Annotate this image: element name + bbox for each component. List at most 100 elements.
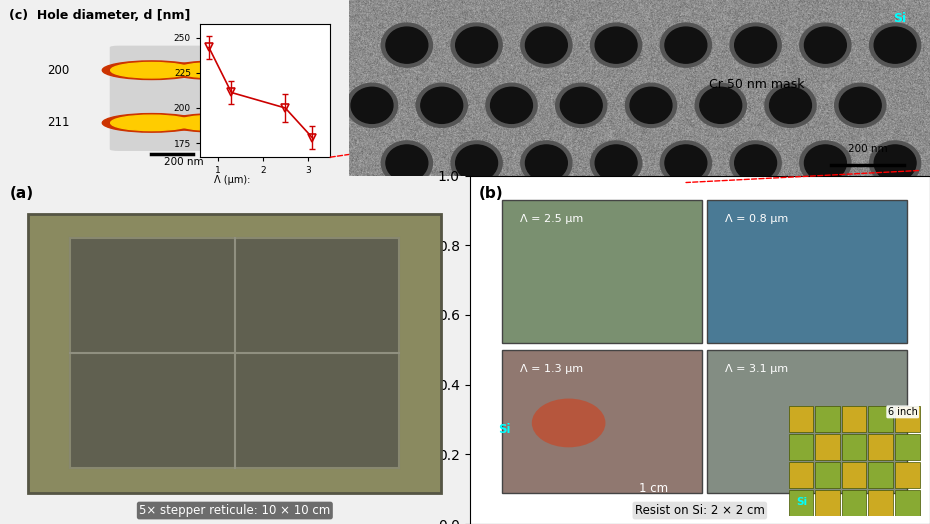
Circle shape (665, 27, 707, 63)
Circle shape (870, 141, 921, 185)
Circle shape (521, 141, 572, 185)
Circle shape (381, 141, 432, 185)
Circle shape (451, 23, 502, 67)
Circle shape (625, 83, 676, 127)
Bar (869, 434, 893, 460)
Text: Λ = 0.8 μm: Λ = 0.8 μm (725, 214, 789, 224)
Circle shape (560, 88, 602, 123)
Circle shape (764, 83, 816, 127)
Bar (895, 434, 920, 460)
Circle shape (595, 27, 637, 63)
Text: 211: 211 (47, 116, 70, 129)
Circle shape (351, 88, 393, 123)
Circle shape (839, 88, 882, 123)
Text: Si: Si (797, 497, 808, 507)
Circle shape (456, 27, 498, 63)
Circle shape (591, 141, 642, 185)
Circle shape (176, 62, 258, 78)
Bar (28, 214, 442, 493)
Text: (a): (a) (9, 186, 33, 201)
Circle shape (804, 27, 846, 63)
Circle shape (386, 145, 428, 181)
Text: Si: Si (894, 12, 907, 25)
Circle shape (417, 83, 467, 127)
Bar (816, 462, 840, 488)
Text: 243: 243 (284, 64, 306, 77)
Text: 200 nm: 200 nm (165, 157, 204, 167)
Circle shape (420, 88, 463, 123)
X-axis label: Λ (μm):: Λ (μm): (214, 174, 251, 184)
Text: (c)  Hole diameter, d [nm]: (c) Hole diameter, d [nm] (9, 9, 191, 22)
Circle shape (665, 145, 707, 181)
Bar (789, 490, 813, 516)
Circle shape (630, 88, 671, 123)
Text: 1 cm: 1 cm (639, 483, 669, 495)
Bar (71, 238, 399, 468)
Circle shape (456, 145, 498, 181)
Circle shape (386, 27, 428, 63)
Circle shape (485, 83, 537, 127)
Text: Resist on Si: 2 × 2 cm: Resist on Si: 2 × 2 cm (635, 504, 764, 517)
Circle shape (176, 115, 258, 130)
Circle shape (525, 145, 567, 181)
Bar (895, 406, 920, 432)
Circle shape (521, 23, 572, 67)
Circle shape (167, 114, 266, 132)
Text: Si: Si (498, 423, 511, 436)
Circle shape (111, 115, 193, 130)
Bar (869, 462, 893, 488)
Circle shape (660, 23, 711, 67)
FancyBboxPatch shape (110, 46, 272, 151)
Text: 179: 179 (284, 116, 306, 129)
Bar (842, 406, 867, 432)
Circle shape (769, 88, 811, 123)
Bar (502, 350, 702, 493)
Text: Λ = 1.3 μm: Λ = 1.3 μm (520, 364, 583, 374)
Circle shape (102, 114, 201, 132)
Bar (707, 200, 907, 343)
Text: 6 inch: 6 inch (888, 407, 918, 417)
Bar (816, 406, 840, 432)
Circle shape (525, 27, 567, 63)
Bar (707, 350, 907, 493)
Circle shape (555, 83, 606, 127)
Circle shape (874, 27, 916, 63)
Circle shape (451, 141, 502, 185)
Bar (842, 462, 867, 488)
Bar (816, 434, 840, 460)
Text: Cr 50 nm mask: Cr 50 nm mask (709, 78, 804, 91)
Circle shape (730, 23, 781, 67)
Circle shape (699, 88, 741, 123)
Circle shape (346, 83, 397, 127)
Text: (b): (b) (479, 186, 503, 201)
Circle shape (491, 88, 533, 123)
Bar (869, 406, 893, 432)
Circle shape (167, 61, 266, 80)
Circle shape (834, 83, 886, 127)
Bar (869, 490, 893, 516)
Ellipse shape (532, 399, 605, 447)
Circle shape (381, 23, 432, 67)
Bar (789, 406, 813, 432)
Circle shape (800, 141, 851, 185)
Circle shape (595, 145, 637, 181)
Text: Λ = 3.1 μm: Λ = 3.1 μm (725, 364, 789, 374)
Bar (789, 434, 813, 460)
Circle shape (804, 145, 846, 181)
Circle shape (735, 145, 777, 181)
Bar (842, 490, 867, 516)
Circle shape (735, 27, 777, 63)
Bar (895, 462, 920, 488)
Circle shape (874, 145, 916, 181)
Circle shape (111, 62, 193, 78)
Bar (502, 200, 702, 343)
Text: 5× stepper reticule: 10 × 10 cm: 5× stepper reticule: 10 × 10 cm (140, 504, 330, 517)
Circle shape (102, 61, 201, 80)
Text: 200 nm: 200 nm (848, 145, 887, 155)
Text: Λ = 2.5 μm: Λ = 2.5 μm (520, 214, 583, 224)
Bar (895, 490, 920, 516)
Circle shape (591, 23, 642, 67)
Text: 200: 200 (47, 64, 70, 77)
Circle shape (870, 23, 921, 67)
Circle shape (695, 83, 746, 127)
